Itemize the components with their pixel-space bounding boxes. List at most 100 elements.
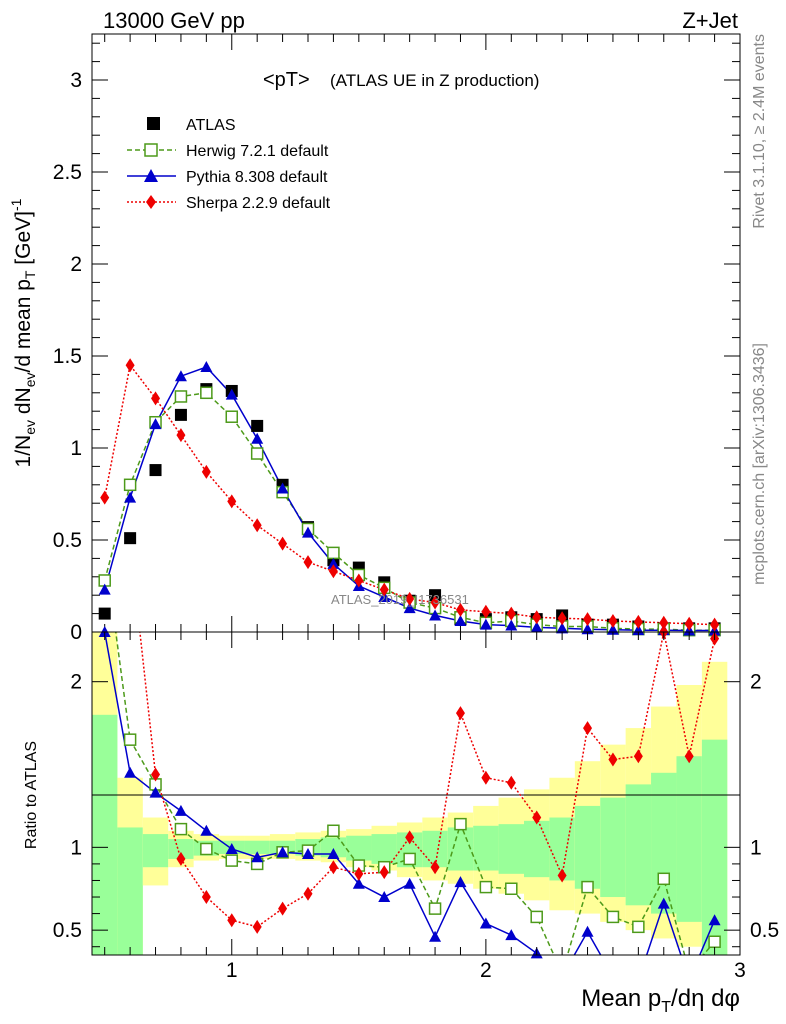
rivet-label: Rivet 3.1.10, ≥ 2.4M events [751, 34, 768, 229]
chart-title-main: <pT> [263, 69, 310, 91]
ratio-point-sherpa [227, 913, 237, 928]
main-point-sherpa [710, 617, 720, 632]
ratio-point-pythia [327, 847, 340, 859]
ratio-point-sherpa [532, 810, 542, 825]
ratio-point-pythia [124, 766, 137, 778]
legend: ATLAS Herwig 7.2.1 default Pythia 8.308 … [127, 117, 331, 212]
main-y-tick-label: 0 [70, 621, 82, 644]
ratio-point-sherpa [176, 851, 186, 866]
main-point-sherpa [481, 604, 491, 619]
ratio-point-herwig [657, 872, 671, 886]
ratio-point-sherpa [405, 830, 415, 845]
ratio-point-sherpa [455, 706, 465, 721]
main-panel: 0 0.5 1 1.5 2 2.5 3 [53, 33, 741, 644]
main-y-tick-label: 3 [70, 69, 82, 92]
ratio-band-inner [651, 772, 677, 914]
ratio-point-sherpa [303, 886, 313, 901]
ratio-point-sherpa [481, 770, 491, 785]
main-point-sherpa [455, 602, 465, 617]
ratio-band-inner [600, 797, 626, 898]
main-point-pythia [276, 482, 289, 494]
x-axis-label: Mean pT/dη dφ [581, 985, 740, 1016]
ratio-ticks [92, 632, 741, 955]
main-point-herwig [225, 410, 239, 423]
ratio-point-pythia [479, 917, 492, 929]
header-right: Z+Jet [682, 8, 738, 33]
main-point-atlas [149, 464, 162, 477]
ratio-panel-frame [91, 631, 741, 956]
mcplots-label: mcplots.cern.ch [arXiv:1306.3436] [751, 343, 768, 585]
main-point-sherpa [532, 610, 542, 625]
ratio-y-tick-labels: 0.5 0.5 1 1 2 2 [53, 671, 779, 942]
main-y-tick-label: 1.5 [53, 345, 82, 368]
main-point-atlas [251, 419, 264, 432]
chart-title-sub: (ATLAS UE in Z production) [330, 71, 539, 90]
main-point-sherpa [430, 595, 440, 610]
main-point-herwig [200, 386, 213, 400]
ratio-point-pythia [403, 877, 416, 889]
ratio-panel: 0.5 0.5 1 1 2 2 [53, 625, 779, 959]
main-point-herwig [174, 390, 188, 403]
main-point-sherpa [201, 464, 211, 479]
ratio-point-herwig [327, 824, 340, 838]
ratio-point-herwig [479, 880, 493, 894]
ratio-point-sherpa [328, 860, 338, 875]
main-y-tick-labels: 0 0.5 1 1.5 2 2.5 3 [53, 69, 82, 644]
ratio-uncertainty-bands [92, 632, 728, 955]
main-point-atlas [124, 532, 137, 545]
ratio-band-inner [676, 756, 702, 922]
ratio-band-inner [574, 805, 601, 889]
main-y-tick-label: 1 [70, 437, 82, 460]
ratio-y-tick-label-right: 2 [750, 671, 762, 694]
legend-marker-herwig [144, 143, 158, 157]
ratio-band-inner [244, 840, 270, 854]
ratio-point-sherpa [379, 865, 389, 880]
main-point-pythia [581, 623, 594, 635]
legend-label-atlas: ATLAS [186, 117, 236, 134]
ratio-point-herwig [123, 733, 137, 746]
ratio-band-inner [346, 835, 372, 861]
main-point-pythia [530, 621, 543, 633]
ratio-point-herwig [403, 852, 416, 866]
ratio-point-sherpa [583, 721, 593, 736]
ratio-point-pythia [429, 930, 442, 942]
main-point-sherpa [227, 494, 237, 509]
ratio-point-pythia [454, 876, 467, 888]
x-tick-label: 3 [734, 959, 746, 982]
main-line-sherpa [103, 363, 715, 626]
main-point-pythia [327, 557, 340, 569]
ratio-point-sherpa [633, 749, 643, 764]
ratio-point-sherpa [430, 860, 440, 875]
main-point-pythia [174, 370, 187, 382]
ratio-point-herwig [606, 910, 620, 924]
ratio-point-sherpa [201, 890, 211, 905]
ratio-band-inner [92, 714, 118, 955]
main-y-tick-label: 2 [70, 253, 82, 276]
ratio-point-herwig [174, 822, 188, 836]
legend-label-herwig: Herwig 7.2.1 default [186, 143, 329, 160]
main-point-sherpa [303, 555, 313, 570]
main-point-pythia [556, 622, 569, 634]
main-point-pythia [429, 609, 442, 621]
main-line-pythia [103, 366, 715, 632]
main-point-sherpa [405, 591, 415, 606]
ratio-point-sherpa [354, 866, 364, 881]
ratio-point-pythia [174, 804, 187, 816]
ratio-point-herwig [225, 854, 239, 867]
main-point-pythia [149, 418, 162, 430]
main-point-sherpa [100, 490, 110, 505]
ratio-point-herwig [454, 817, 467, 831]
ratio-band-inner [524, 820, 550, 878]
ratio-point-sherpa [151, 767, 161, 782]
main-point-pythia [505, 619, 518, 631]
main-point-pythia [454, 614, 467, 626]
main-point-pythia [98, 583, 111, 595]
ratio-y-tick-label-left: 2 [70, 671, 82, 694]
ratio-y-tick-label-left: 1 [70, 836, 82, 859]
ratio-point-herwig [581, 880, 594, 894]
ratio-point-pythia [200, 824, 213, 836]
main-point-sherpa [328, 564, 338, 579]
ratio-point-herwig [505, 882, 518, 895]
main-point-sherpa [354, 573, 364, 588]
main-y-tick-label: 2.5 [53, 161, 82, 184]
